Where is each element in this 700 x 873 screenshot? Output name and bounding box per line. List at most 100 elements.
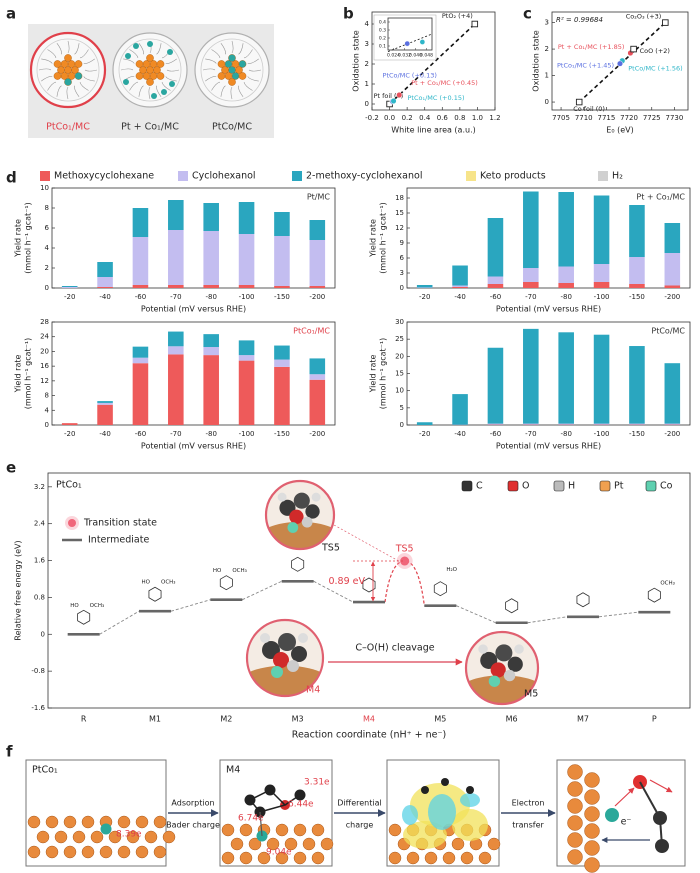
y-tick-label: 1 (365, 80, 369, 88)
ligand (165, 58, 177, 64)
reference-point (471, 20, 479, 28)
bar-segment (309, 220, 326, 240)
bar-segment (452, 265, 468, 286)
inset-atom (289, 509, 304, 524)
co-atom (133, 43, 139, 49)
atom (238, 60, 247, 68)
y-tick-label: 20 (395, 352, 404, 360)
y-tick-label: 1 (545, 72, 549, 80)
inset-content (247, 620, 323, 696)
reference-point (575, 98, 583, 106)
bar-segment (97, 402, 113, 405)
pt-atom (584, 857, 600, 873)
pt-atom (248, 837, 262, 851)
pt-atom (90, 830, 104, 844)
inset-content (466, 632, 538, 704)
legend-label: H₂ (612, 171, 623, 182)
sample-point (419, 39, 426, 45)
bar-segment (309, 286, 326, 288)
pt-atom (230, 837, 244, 851)
bar-segment (97, 262, 113, 277)
pt-atom (135, 815, 149, 829)
inset-atom (293, 492, 310, 509)
chart-title: PtCo₁ (56, 480, 82, 491)
pt-atom (320, 837, 334, 851)
inset-x-tick-label: 0.040 (409, 53, 422, 59)
y-tick-label: 10 (395, 387, 404, 395)
substituent-label: H₂O (446, 567, 457, 573)
y-axis-label: (mmol h⁻¹ gcat⁻¹) (24, 202, 33, 273)
panel-letter: a (6, 5, 16, 23)
atom-label: O (522, 481, 529, 492)
ligand (47, 49, 57, 59)
pt-atom (239, 851, 253, 865)
bar-segment (203, 334, 219, 348)
bar-segment (274, 212, 290, 236)
inset-y-tick-label: 0.4 (379, 20, 386, 26)
bar-segment (238, 340, 255, 356)
y-tick-label: 2 (365, 60, 369, 68)
atom (238, 72, 247, 80)
bar-segment (132, 237, 149, 285)
substituent-label: OCH₃ (232, 568, 247, 574)
panel-letter: f (6, 743, 13, 761)
inset-ring (264, 479, 336, 551)
ligand (79, 81, 89, 91)
x-tick-label: -60 (135, 430, 146, 438)
ligand (38, 68, 52, 71)
connector (99, 610, 140, 635)
ligand (238, 85, 244, 97)
molecule-ring (647, 587, 661, 603)
plot-frame (551, 11, 689, 111)
y-tick-label: 3 (400, 269, 404, 277)
charge-label: 6.74e (238, 814, 264, 824)
bar-segment (168, 200, 184, 230)
bar-segment (97, 287, 113, 288)
x-axis-label: Potential (mV versus RHE) (496, 305, 601, 314)
substituent-label: OCH₃ (90, 603, 105, 609)
ligand (138, 43, 144, 55)
y-tick-label: 4 (45, 244, 50, 252)
pt-atom (63, 815, 77, 829)
panel-letter: d (6, 169, 17, 187)
pt-atom (388, 823, 402, 837)
step-label: Differential (337, 799, 381, 808)
bar-segment (523, 282, 539, 288)
inset-atom (278, 633, 296, 651)
x-tick-label: 7715 (597, 114, 615, 122)
ligand (66, 86, 69, 100)
bar-segment (274, 236, 290, 286)
x-tick-label: M1 (149, 715, 161, 724)
pt-atom (567, 798, 583, 814)
bar-segment (487, 284, 504, 288)
bar-segment (664, 363, 681, 424)
substituent-label: HO (213, 568, 222, 574)
point-label: Pt foil (0) (374, 92, 404, 100)
y-tick-label: 30 (395, 318, 404, 326)
inset-ring (464, 630, 540, 706)
pt-atom (311, 823, 325, 837)
x-tick-label: -200 (664, 293, 680, 301)
bar-segment (203, 347, 219, 356)
c-atom (466, 786, 474, 794)
pt-atom (266, 837, 280, 851)
pt-atom (221, 823, 235, 837)
pt-atom (221, 851, 235, 865)
pt-atom (257, 851, 271, 865)
bar-segment (168, 230, 184, 285)
ligand (220, 43, 226, 55)
pt-atom (81, 815, 95, 829)
bar-segment (558, 332, 574, 424)
y-tick-label: 4 (45, 406, 50, 414)
structure-inset (245, 618, 325, 698)
point-label: Co₂O₃ (+3) (626, 13, 662, 21)
co-atom (123, 79, 129, 85)
particle-label: PtCo/MC (212, 122, 252, 133)
bar-segment (629, 423, 645, 425)
inset-atom (298, 633, 308, 643)
particle-inner (118, 38, 182, 102)
charge-label: 8.39e (116, 830, 142, 840)
x-tick-label: 0.2 (402, 114, 413, 122)
x-tick-label: -70 (170, 430, 181, 438)
co-atom (147, 41, 153, 47)
